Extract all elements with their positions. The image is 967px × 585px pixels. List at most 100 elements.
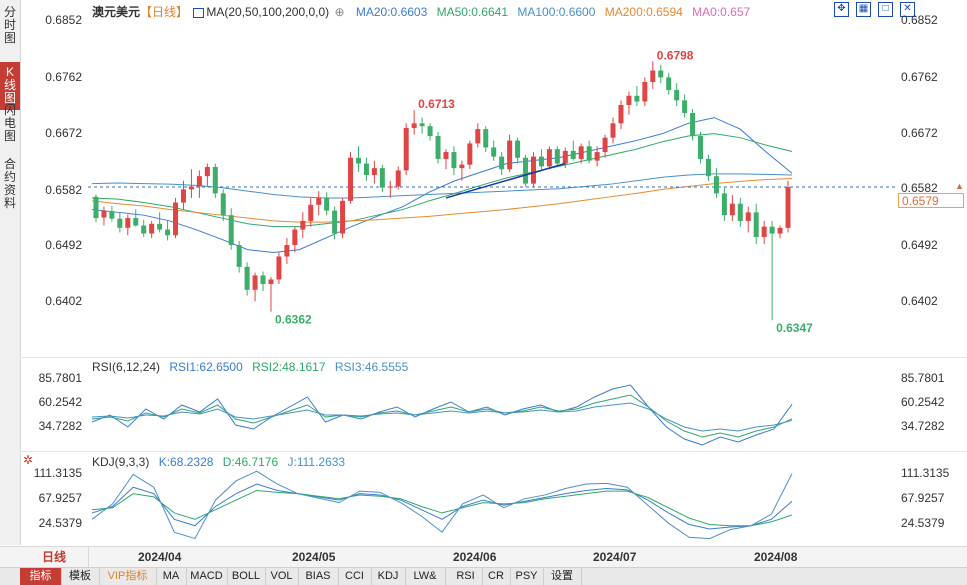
- toolbar-kdj[interactable]: KDJ: [371, 568, 406, 585]
- tab-flash-chart[interactable]: 闪电图: [3, 103, 16, 143]
- candle-body: [690, 113, 696, 136]
- rsi-title: RSI(6,12,24): [92, 360, 161, 374]
- candle-body: [276, 256, 282, 280]
- rsi2-line: [91, 394, 793, 438]
- toolbar-boll[interactable]: BOLL: [227, 568, 266, 585]
- period-tag: 【日线】: [140, 5, 189, 19]
- up-arrow-icon: ▲: [955, 181, 964, 191]
- toolbar-rsi[interactable]: RSI: [449, 568, 483, 585]
- candle-body: [109, 211, 115, 219]
- settings-icon[interactable]: ⊕: [334, 5, 345, 19]
- candle-body: [101, 210, 107, 218]
- candle-body: [769, 226, 775, 234]
- date-label: 2024/08: [754, 550, 798, 564]
- price-tick: 0.6852: [901, 13, 938, 27]
- tab-time-chart[interactable]: 分时图: [3, 5, 16, 45]
- grid-icon[interactable]: ▦: [856, 2, 871, 17]
- kdj-k-line: [91, 483, 793, 530]
- toolbar-settings[interactable]: 设置: [543, 568, 582, 585]
- rsi3-line: [91, 402, 793, 432]
- maximize-icon[interactable]: □: [878, 2, 893, 17]
- fullscreen-icon[interactable]: ✥: [834, 2, 849, 17]
- crosshair-icon[interactable]: ✲: [23, 453, 34, 467]
- kdj-tick: 67.9257: [901, 491, 945, 505]
- tab-contract-info[interactable]: 合约资料: [3, 157, 16, 210]
- candle-body: [268, 279, 274, 285]
- candle-body: [713, 176, 719, 194]
- candle-body: [387, 186, 393, 188]
- candle-body: [324, 197, 330, 211]
- rsi-tick: 85.7801: [901, 371, 945, 385]
- candle-body: [705, 158, 711, 177]
- candle-body: [570, 150, 576, 159]
- ma-chart-icon[interactable]: [193, 7, 205, 18]
- close-icon[interactable]: ✕: [900, 2, 915, 17]
- toolbar-macd[interactable]: MACD: [186, 568, 228, 585]
- candle-body: [666, 77, 672, 91]
- toolbar-lwr[interactable]: LW&: [405, 568, 446, 585]
- candle-body: [475, 129, 481, 144]
- candle-body: [674, 90, 680, 101]
- candle-body: [491, 147, 497, 157]
- candle-body: [753, 212, 759, 237]
- date-label: 2024/05: [292, 550, 336, 564]
- candle-body: [507, 140, 513, 170]
- candle-body: [188, 186, 194, 190]
- rsi1-line: [91, 384, 793, 446]
- candle-body: [292, 229, 298, 246]
- candle-body: [467, 143, 473, 165]
- candle-body: [395, 170, 401, 187]
- date-label: 2024/04: [138, 550, 182, 564]
- toolbar-cci[interactable]: CCI: [338, 568, 372, 585]
- kdj-j-value: J:111.2633: [287, 455, 346, 469]
- high-label-2: 0.6798: [657, 48, 694, 62]
- candle-body: [141, 225, 147, 234]
- ma100-value: MA100:0.6600: [517, 5, 596, 19]
- candle-body: [443, 152, 449, 159]
- period-selector[interactable]: 日线: [20, 547, 89, 567]
- rsi1-value: RSI1:62.6500: [169, 360, 243, 374]
- toolbar-template[interactable]: 模板: [61, 568, 100, 585]
- candle-body: [220, 193, 226, 216]
- ma0-value: MA0:0.657: [692, 5, 751, 19]
- toolbar-vol[interactable]: VOL: [265, 568, 299, 585]
- kdj-j-line: [91, 470, 793, 540]
- candle-body: [165, 229, 171, 236]
- toolbar-bias[interactable]: BIAS: [298, 568, 339, 585]
- ma50-line: [91, 133, 793, 228]
- candle-body: [523, 157, 529, 184]
- ma20-value: MA20:0.6603: [355, 5, 428, 19]
- candle-body: [642, 82, 648, 102]
- candle-body: [602, 137, 608, 153]
- date-axis-bar: 日线 2024/04 2024/05 2024/06 2024/07 2024/…: [0, 546, 967, 567]
- kdj-legend: KDJ(9,3,3) K:68.2328 D:46.7176 J:111.263…: [92, 455, 351, 469]
- candle-body: [610, 123, 616, 138]
- candle-body: [745, 212, 751, 221]
- price-tick: 0.6402: [901, 294, 938, 308]
- kdj-d-value: D:46.7176: [222, 455, 279, 469]
- rsi-tick: 60.2542: [901, 395, 945, 409]
- left-price-axis: 0.6852 0.6762 0.6672 0.6582 0.6492 0.640…: [20, 0, 88, 545]
- ma200-value: MA200:0.6594: [604, 5, 683, 19]
- panel-divider: [20, 357, 967, 358]
- kline-chart[interactable]: 0.6713 0.6798 0.6362 0.6347: [88, 0, 898, 545]
- candle-body: [125, 218, 131, 228]
- low-label-2: 0.6347: [776, 321, 813, 335]
- toolbar-vip-indicator[interactable]: VIP指标: [99, 568, 157, 585]
- candle-body: [451, 152, 457, 169]
- toolbar-psy[interactable]: PSY: [510, 568, 544, 585]
- price-tick: 0.6582: [45, 183, 82, 197]
- candle-body: [626, 95, 632, 105]
- rsi-tick: 34.7282: [901, 419, 945, 433]
- toolbar-ma[interactable]: MA: [156, 568, 187, 585]
- candle-body: [586, 146, 592, 161]
- ma-legend: 澳元美元【日线】 MA(20,50,100,200,0,0) ⊕ MA20:0.…: [92, 3, 756, 20]
- candle-body: [483, 129, 489, 148]
- candle-body: [180, 189, 186, 203]
- toolbar-indicator[interactable]: 指标: [20, 568, 62, 585]
- kdj-d-line: [91, 489, 793, 527]
- toolbar-cr[interactable]: CR: [482, 568, 511, 585]
- ma200-line: [91, 177, 793, 223]
